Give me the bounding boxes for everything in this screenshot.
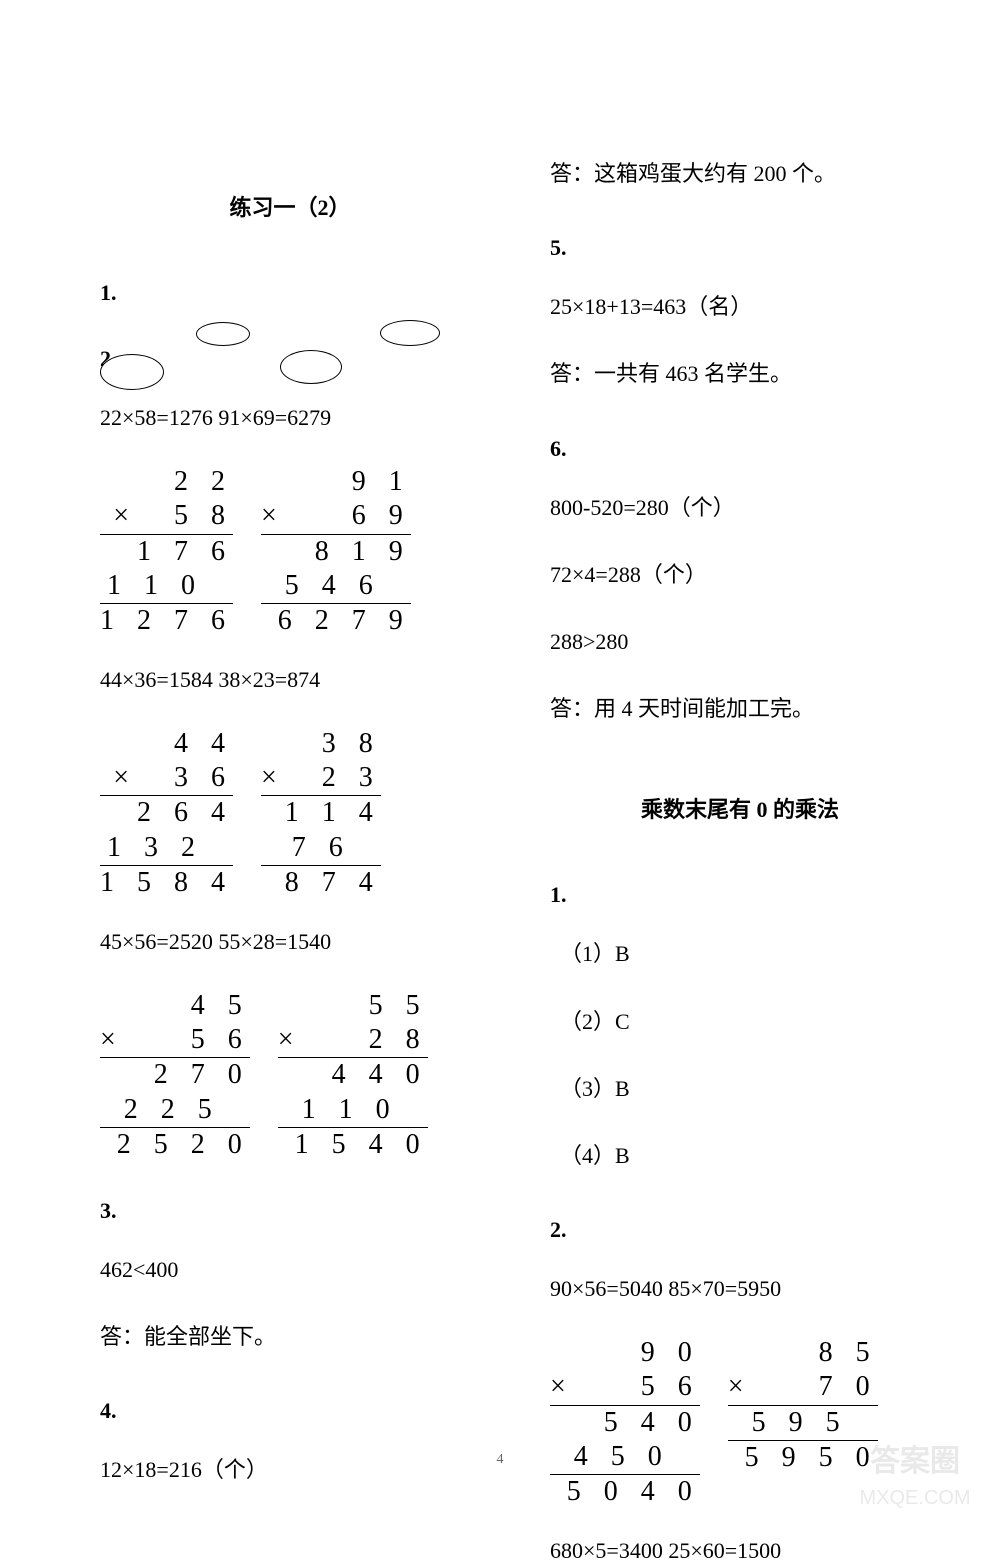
problem-4-label: 4. bbox=[100, 1398, 480, 1424]
mult-91x69: 9 1× 6 9 8 1 95 4 6 6 2 7 9 bbox=[261, 465, 411, 638]
problem-2-equations-b: 44×36=1584 38×23=874 bbox=[100, 662, 480, 697]
mult-85x70: 8 5× 7 05 9 5 5 9 5 0 bbox=[728, 1336, 878, 1509]
mult-pair-1: 2 2× 5 81 7 61 1 0 1 2 7 6 9 1× 6 9 8 1 … bbox=[100, 465, 480, 638]
mult-38x23: 3 8× 2 31 1 47 6 8 7 4 bbox=[261, 727, 381, 900]
q2-equations-b: 680×5=3400 25×60=1500 bbox=[550, 1533, 930, 1568]
problem-5-equation: 25×18+13=463（名） bbox=[550, 289, 930, 324]
problem-6-eq2: 72×4=288（个） bbox=[550, 557, 930, 592]
q1-4: （4）B bbox=[560, 1138, 930, 1173]
left-column: 练习一（2） 1. 2. 22×58=1276 91×69=6279 2 2× … bbox=[100, 140, 480, 1486]
problem-3-compare: 462<400 bbox=[100, 1252, 480, 1287]
mult-45x56: 4 5× 5 6 2 7 02 2 5 2 5 2 0 bbox=[100, 989, 250, 1162]
q1-1: （1）B bbox=[560, 936, 930, 971]
ellipse-shape bbox=[380, 320, 440, 346]
problem-3-label: 3. bbox=[100, 1198, 480, 1224]
q1-3: （3）B bbox=[560, 1071, 930, 1106]
worksheet-page: 练习一（2） 1. 2. 22×58=1276 91×69=6279 2 2× … bbox=[0, 0, 1000, 1526]
mult-90x56: 9 0× 5 6 5 4 04 5 0 5 0 4 0 bbox=[550, 1336, 700, 1509]
mult-pair-2: 4 4× 3 62 6 41 3 2 1 5 8 4 3 8× 2 31 1 4… bbox=[100, 727, 480, 900]
problem-3-answer: 答：能全部坐下。 bbox=[100, 1319, 480, 1354]
q2-label: 2. bbox=[550, 1217, 930, 1243]
q1-2: （2）C bbox=[560, 1004, 930, 1039]
page-number: 4 bbox=[0, 1452, 1000, 1468]
mult-22x58: 2 2× 5 81 7 61 1 0 1 2 7 6 bbox=[100, 465, 233, 638]
mult-pair-3: 4 5× 5 6 2 7 02 2 5 2 5 2 0 5 5× 2 8 4 4… bbox=[100, 989, 480, 1162]
problem-6-answer: 答：用 4 天时间能加工完。 bbox=[550, 691, 930, 726]
section-title-2: 乘数末尾有 0 的乘法 bbox=[550, 792, 930, 824]
problem-5-label: 5. bbox=[550, 235, 930, 261]
q2-equations-a: 90×56=5040 85×70=5950 bbox=[550, 1271, 930, 1306]
problem-4-answer: 答：这箱鸡蛋大约有 200 个。 bbox=[550, 156, 930, 191]
ellipse-shape bbox=[100, 354, 164, 390]
problem-6-label: 6. bbox=[550, 436, 930, 462]
mult-55x28: 5 5× 2 8 4 4 01 1 0 1 5 4 0 bbox=[278, 989, 428, 1162]
mult-44x36: 4 4× 3 62 6 41 3 2 1 5 8 4 bbox=[100, 727, 233, 900]
ellipse-shape bbox=[196, 322, 250, 346]
problem-6-compare: 288>280 bbox=[550, 624, 930, 659]
problem-2-equations-c: 45×56=2520 55×28=1540 bbox=[100, 924, 480, 959]
problem-6-eq1: 800-520=280（个） bbox=[550, 490, 930, 525]
problem-1-label: 1. bbox=[100, 280, 480, 306]
problem-2-equations-a: 22×58=1276 91×69=6279 bbox=[100, 400, 480, 435]
mult-pair-4: 9 0× 5 6 5 4 04 5 0 5 0 4 0 8 5× 7 05 9 … bbox=[550, 1336, 930, 1509]
problem-5-answer: 答：一共有 463 名学生。 bbox=[550, 356, 930, 391]
q1-label: 1. bbox=[550, 882, 930, 908]
section-title-1: 练习一（2） bbox=[100, 190, 480, 222]
ellipse-shape bbox=[280, 350, 342, 384]
right-column: 答：这箱鸡蛋大约有 200 个。 5. 25×18+13=463（名） 答：一共… bbox=[550, 140, 930, 1486]
